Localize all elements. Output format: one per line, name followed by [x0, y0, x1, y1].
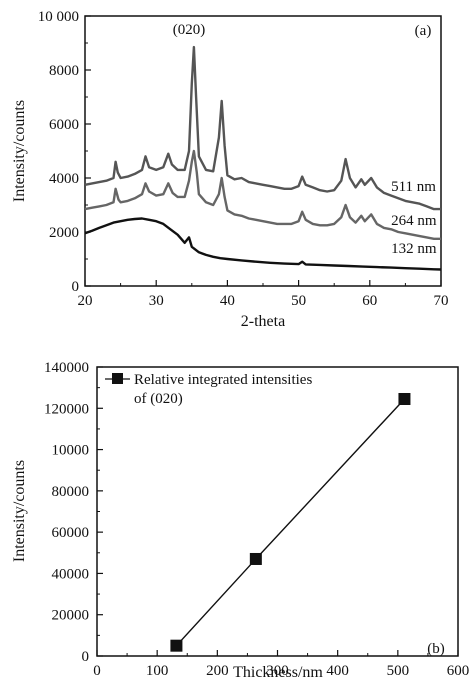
series-label-264-nm: 264 nm	[391, 213, 437, 229]
x-tick-label-b: 500	[387, 663, 410, 679]
legend-label-line2: of (020)	[134, 391, 183, 407]
x-tick-label-b: 0	[93, 663, 101, 679]
y-axis-label-b: Intensity/counts	[11, 460, 28, 562]
data-point-square	[398, 392, 411, 405]
panel-label-b: (b)	[427, 641, 445, 657]
x-tick-label-a: 70	[434, 293, 449, 309]
x-tick-label-a: 50	[291, 293, 306, 309]
x-tick-label-b: 200	[206, 663, 229, 679]
intensity-chart-panel-b: 0 100 200 300 400 500 600 0 20000 40000 60000 8000…	[11, 360, 469, 681]
series-label-511-nm: 511 nm	[391, 179, 436, 195]
x-tick-label-b: 400	[326, 663, 349, 679]
y-tick-label-a: 10 000	[38, 9, 79, 25]
legend-marker-square	[112, 373, 123, 384]
x-tick-label-b: 600	[447, 663, 470, 679]
y-tick-label-b: 80000	[52, 484, 90, 500]
plot-frame-a	[84, 15, 442, 287]
y-tick-label-a: 2000	[49, 225, 79, 241]
x-axis-label-a: 2-theta	[241, 313, 285, 330]
xrd-series-264-nm	[84, 149, 441, 240]
y-tick-label-a: 6000	[49, 117, 79, 133]
xrd-series-511-nm	[84, 45, 441, 211]
y-tick-label-a: 0	[72, 279, 80, 295]
y-tick-label-b: 40000	[52, 566, 90, 582]
y-tick-label-a: 4000	[49, 171, 79, 187]
xrd-chart-panel-a: 20 30 40 50 60 70 0 2000 4000 6000 8000 10 000 511…	[11, 9, 449, 330]
y-tick-label-b: 140000	[44, 360, 89, 376]
y-tick-label-b: 20000	[52, 608, 90, 624]
y-tick-label-b: 0	[82, 649, 90, 665]
x-tick-label-b: 300	[266, 663, 289, 679]
intensity-line	[175, 398, 406, 647]
y-tick-label-b: 60000	[52, 525, 90, 541]
series-group-a	[84, 45, 442, 271]
y-tick-label-b: 10000	[52, 443, 90, 459]
x-tick-label-a: 40	[220, 293, 235, 309]
y-tick-label-a: 8000	[49, 63, 79, 79]
data-point-square	[170, 639, 183, 652]
data-point-square	[249, 552, 262, 565]
y-tick-label-b: 120000	[44, 401, 89, 417]
legend-b: Relative integrated intensities of (020)	[105, 372, 312, 407]
x-tick-label-a: 60	[362, 293, 377, 309]
y-axis-label-a: Intensity/counts	[11, 100, 28, 202]
x-axis-ticks-b: 0 100 200 300 400 500 600	[93, 650, 469, 679]
panel-label-a: (a)	[415, 23, 432, 39]
peak-annotation-020: (020)	[173, 22, 206, 38]
xrd-series-132-nm	[84, 217, 442, 271]
plot-frame-b	[96, 366, 459, 657]
series-labels-a: 511 nm 264 nm 132 nm	[391, 179, 437, 257]
y-axis-ticks-a: 0 2000 4000 6000 8000 10 000	[38, 9, 91, 295]
legend-label-line1: Relative integrated intensities	[134, 372, 312, 388]
x-tick-label-a: 20	[78, 293, 93, 309]
x-tick-label-a: 30	[149, 293, 164, 309]
series-label-132-nm: 132 nm	[391, 241, 437, 257]
y-axis-ticks-b: 0 20000 40000 60000 80000 10000 120000 140000	[44, 360, 103, 665]
x-tick-label-b: 100	[146, 663, 169, 679]
x-axis-ticks-a: 20 30 40 50 60 70	[78, 280, 449, 309]
series-group-b	[170, 392, 411, 652]
x-axis-label-b: Thickness/nm	[233, 664, 323, 681]
